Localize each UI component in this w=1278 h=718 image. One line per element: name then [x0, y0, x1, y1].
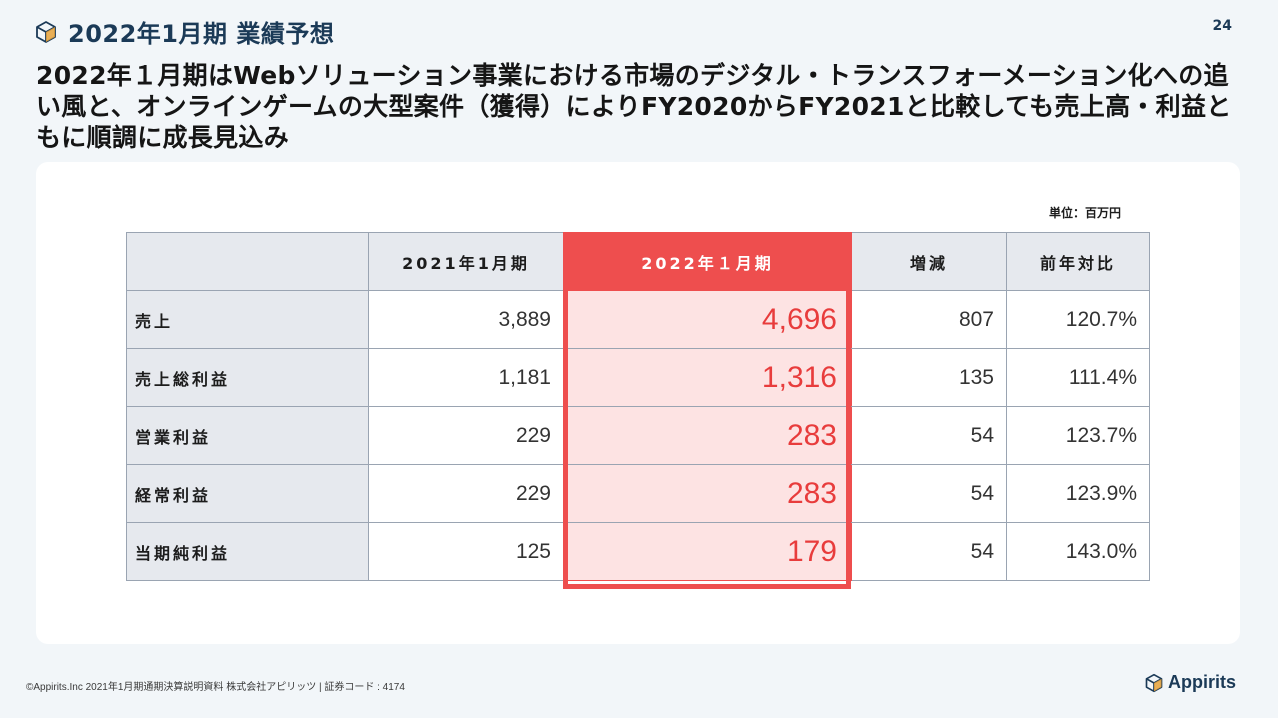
forecast-value: 283 [563, 406, 852, 465]
row-label: 売上 [126, 290, 369, 349]
column-header-label [126, 232, 369, 291]
column-header-forecast: 2022年１月期 [563, 232, 852, 291]
change-value: 54 [851, 522, 1007, 581]
row-label: 当期純利益 [126, 522, 369, 581]
prev-year-value: 1,181 [368, 348, 564, 407]
forecast-value: 4,696 [563, 290, 852, 349]
ratio-value: 143.0% [1006, 522, 1150, 581]
row-label: 売上総利益 [126, 348, 369, 407]
headline: 2022年１月期はWebソリューション事業における市場のデジタル・トランスフォー… [36, 61, 1232, 152]
prev-year-value: 125 [368, 522, 564, 581]
brand-logo: Appirits [1144, 672, 1236, 693]
unit-label: 単位：百万円 [1049, 206, 1122, 220]
slide-header: 2022年1月期 業績予想 [34, 14, 334, 49]
table-row: 当期純利益 125 179 54 143.0% [126, 522, 1150, 581]
logo-text: Appirits [1168, 672, 1237, 692]
table-header-row: 2021年1月期 2022年１月期 増減 前年対比 [126, 232, 1150, 291]
forecast-value: 1,316 [563, 348, 852, 407]
page-number: 24 [1212, 18, 1232, 34]
cube-icon [1145, 673, 1163, 692]
forecast-value: 283 [563, 464, 852, 523]
column-header-ratio: 前年対比 [1006, 232, 1150, 291]
table-row: 売上 3,889 4,696 807 120.7% [126, 290, 1150, 349]
prev-year-value: 229 [368, 464, 564, 523]
row-label: 営業利益 [126, 406, 369, 465]
change-value: 135 [851, 348, 1007, 407]
footer-copyright: ©Appirits.Inc 2021年1月期通期決算説明資料 株式会社アピリッツ… [26, 682, 405, 693]
column-header-change: 増減 [851, 232, 1007, 291]
row-label: 経常利益 [126, 464, 369, 523]
ratio-value: 123.7% [1006, 406, 1150, 465]
prev-year-value: 229 [368, 406, 564, 465]
change-value: 54 [851, 464, 1007, 523]
table-row: 営業利益 229 283 54 123.7% [126, 406, 1150, 465]
column-header-prev-year: 2021年1月期 [368, 232, 564, 291]
forecast-table: 2021年1月期 2022年１月期 増減 前年対比 売上 3,889 4,696… [126, 232, 1150, 581]
page-title: 2022年1月期 業績予想 [68, 20, 335, 48]
table-row: 経常利益 229 283 54 123.9% [126, 464, 1150, 523]
prev-year-value: 3,889 [368, 290, 564, 349]
change-value: 54 [851, 406, 1007, 465]
table-row: 売上総利益 1,181 1,316 135 111.4% [126, 348, 1150, 407]
ratio-value: 123.9% [1006, 464, 1150, 523]
ratio-value: 111.4% [1006, 348, 1150, 407]
forecast-value: 179 [563, 522, 852, 581]
cube-icon [36, 20, 56, 43]
change-value: 807 [851, 290, 1007, 349]
ratio-value: 120.7% [1006, 290, 1150, 349]
